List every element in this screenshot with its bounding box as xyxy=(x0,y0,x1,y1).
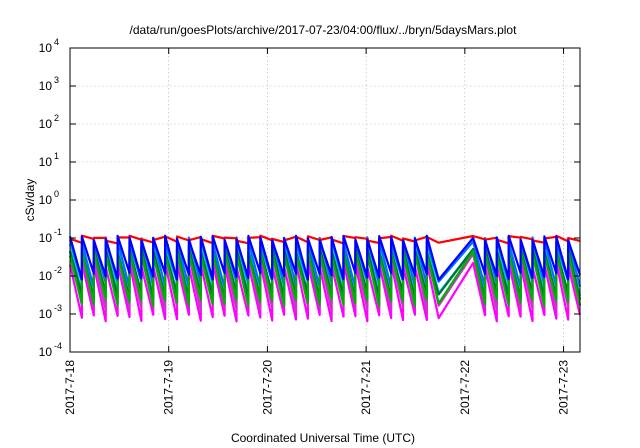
y-tick-exponent: 3 xyxy=(54,75,59,85)
x-tick-label: 2017-7-20 xyxy=(260,360,274,415)
x-tick-label: 2017-7-23 xyxy=(557,360,571,415)
y-tick-exponent: -3 xyxy=(54,303,62,313)
y-tick-exponent: 4 xyxy=(54,37,59,47)
grid xyxy=(69,47,580,353)
y-tick-label: 10 xyxy=(39,155,53,169)
y-tick-exponent: -4 xyxy=(54,341,62,351)
y-tick-exponent: 2 xyxy=(54,113,59,123)
y-tick-label: 10 xyxy=(39,269,53,283)
x-tick-label: 2017-7-18 xyxy=(63,360,77,415)
y-tick-exponent: -1 xyxy=(54,227,62,237)
y-tick-label: 10 xyxy=(39,307,53,321)
x-tick-label: 2017-7-22 xyxy=(458,360,472,415)
y-tick-label: 10 xyxy=(39,41,53,55)
data-series-line xyxy=(69,234,581,245)
y-tick-exponent: 1 xyxy=(54,151,59,161)
y-tick-label: 10 xyxy=(39,193,53,207)
x-tick-label: 2017-7-19 xyxy=(162,360,176,415)
data-series-line xyxy=(68,234,582,281)
y-axis-label: cSv/day xyxy=(23,179,37,222)
y-tick-label: 10 xyxy=(39,79,53,93)
y-tick-exponent: -2 xyxy=(54,265,62,275)
y-tick-label: 10 xyxy=(39,231,53,245)
y-tick-label: 10 xyxy=(39,117,53,131)
x-tick-label: 2017-7-21 xyxy=(359,360,373,415)
y-tick-exponent: 0 xyxy=(54,189,59,199)
chart-title: /data/run/goesPlots/archive/2017-07-23/0… xyxy=(130,23,518,37)
y-tick-label: 10 xyxy=(39,345,53,359)
series-group xyxy=(68,234,582,323)
x-axis-label: Coordinated Universal Time (UTC) xyxy=(231,431,415,445)
